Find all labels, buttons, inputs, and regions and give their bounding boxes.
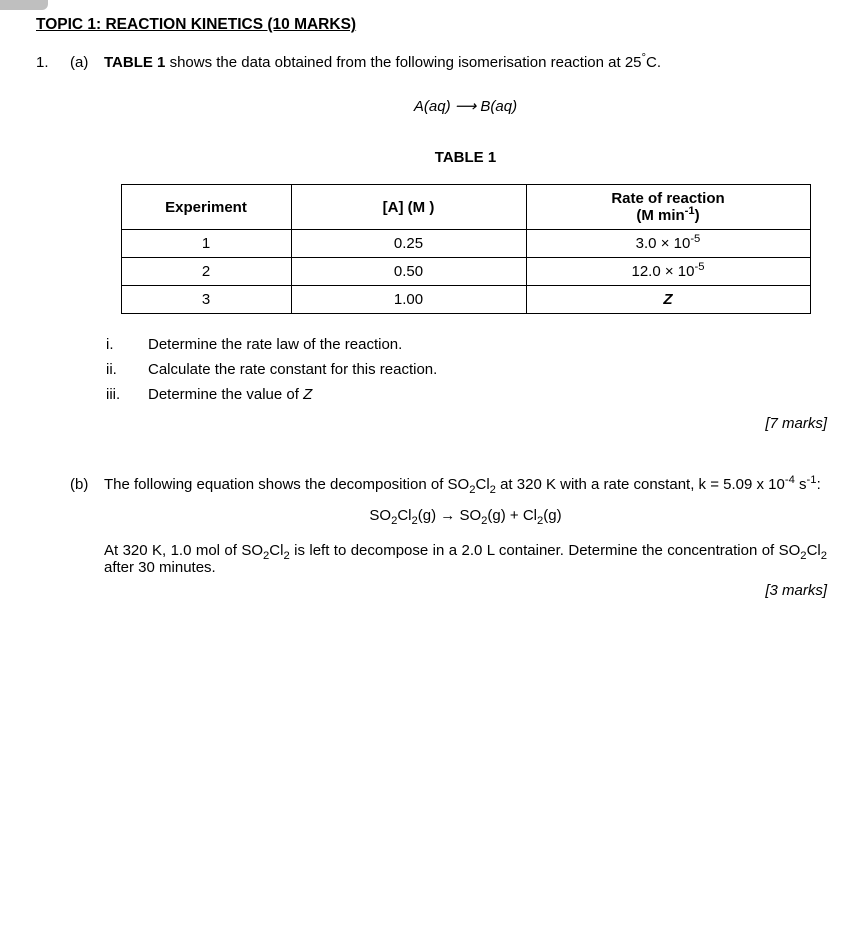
cell-rate: Z [526, 286, 810, 314]
intro-text: TABLE 1 shows the data obtained from the… [104, 54, 827, 71]
roman-label: i. [104, 336, 148, 353]
subquestion-ii: ii. Calculate the rate constant for this… [104, 361, 827, 378]
col-concentration: [A] (M ) [291, 185, 526, 230]
marks-b: [3 marks] [104, 582, 827, 599]
table-caption: TABLE 1 [104, 149, 827, 166]
data-table: Experiment [A] (M ) Rate of reaction (M … [121, 184, 811, 314]
partb-para1: The following equation shows the decompo… [104, 476, 827, 493]
cell-exp: 1 [121, 230, 291, 258]
cell-conc: 1.00 [291, 286, 526, 314]
cell-exp: 3 [121, 286, 291, 314]
decomposition-equation: SO2Cl2(g) → SO2(g) + Cl2(g) [104, 507, 827, 524]
col-experiment: Experiment [121, 185, 291, 230]
subquestion-text: Calculate the rate constant for this rea… [148, 361, 827, 378]
intro-segment: shows the data obtained from the followi… [165, 54, 641, 71]
part-label: (b) [70, 476, 104, 599]
question-1a: (a) TABLE 1 shows the data obtained from… [70, 54, 827, 336]
cell-rate: 12.0 × 10-5 [526, 258, 810, 286]
question-number: 1. [36, 54, 70, 599]
cell-exp: 2 [121, 258, 291, 286]
marks-a: [7 marks] [70, 415, 827, 432]
subquestion-iii: iii. Determine the value of Z [104, 386, 827, 403]
question-1: 1. (a) TABLE 1 shows the data obtained f… [36, 54, 827, 599]
cell-conc: 0.50 [291, 258, 526, 286]
subquestion-text: Determine the value of Z [148, 386, 827, 403]
subquestion-i: i. Determine the rate law of the reactio… [104, 336, 827, 353]
subquestions: i. Determine the rate law of the reactio… [104, 336, 827, 403]
rate-header-line2: (M min-1) [636, 207, 699, 224]
cell-rate: 3.0 × 10-5 [526, 230, 810, 258]
reaction-equation: A(aq) ⟶ B(aq) [104, 97, 827, 115]
cell-conc: 0.25 [291, 230, 526, 258]
partb-para2: At 320 K, 1.0 mol of SO2Cl2 is left to d… [104, 542, 827, 576]
table-row: 1 0.25 3.0 × 10-5 [121, 230, 810, 258]
col-rate: Rate of reaction (M min-1) [526, 185, 810, 230]
table-header-row: Experiment [A] (M ) Rate of reaction (M … [121, 185, 810, 230]
table-row: 2 0.50 12.0 × 10-5 [121, 258, 810, 286]
question-1b: (b) The following equation shows the dec… [70, 476, 827, 599]
page-corner-tab [0, 0, 48, 10]
roman-label: ii. [104, 361, 148, 378]
table-ref: TABLE 1 [104, 54, 165, 71]
topic-title: TOPIC 1: REACTION KINETICS (10 MARKS) [36, 16, 827, 34]
part-label: (a) [70, 54, 104, 336]
exam-page: TOPIC 1: REACTION KINETICS (10 MARKS) 1.… [0, 0, 863, 639]
subquestion-text: Determine the rate law of the reaction. [148, 336, 827, 353]
roman-label: iii. [104, 386, 148, 403]
intro-unit: C. [646, 54, 661, 71]
table-row: 3 1.00 Z [121, 286, 810, 314]
rate-header-line1: Rate of reaction [611, 190, 724, 207]
